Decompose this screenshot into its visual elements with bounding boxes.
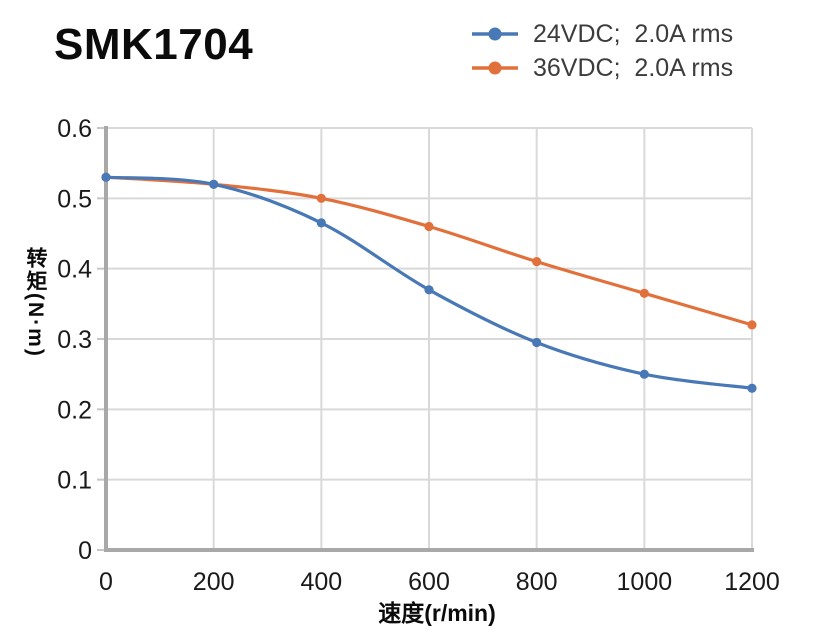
x-tick-label-800: 800 (516, 568, 558, 596)
marker-24vdc-800 (532, 337, 542, 348)
marker-36vdc-1200 (747, 320, 757, 330)
marker-36vdc-800 (532, 257, 542, 267)
marker-24vdc-1200 (747, 383, 757, 393)
x-tick-label-600: 600 (408, 568, 450, 596)
legend-marker-24vdc-icon (472, 27, 518, 41)
y-tick-label-0.3: 0.3 (57, 326, 92, 354)
x-tick-label-400: 400 (300, 568, 342, 596)
legend-item-36vdc: 36VDC; 2.0A rms (471, 51, 733, 85)
y-tick-label-0.1: 0.1 (57, 467, 92, 495)
marker-24vdc-0 (101, 172, 111, 182)
legend-label-36vdc: 36VDC; 2.0A rms (533, 53, 734, 82)
marker-24vdc-1000 (639, 369, 649, 379)
x-tick-label-1200: 1200 (724, 568, 780, 596)
y-tick-label-0.4: 0.4 (57, 256, 92, 284)
y-tick-label-0: 0 (78, 537, 92, 565)
marker-36vdc-600 (424, 221, 434, 232)
legend-marker-36vdc-icon (472, 61, 518, 75)
y-tick-label-0.2: 0.2 (57, 396, 92, 424)
legend-label-24vdc: 24VDC; 2.0A rms (533, 19, 734, 48)
x-tick-label-1000: 1000 (617, 568, 673, 596)
legend-item-24vdc: 24VDC; 2.0A rms (471, 17, 733, 51)
x-tick-label-200: 200 (193, 568, 235, 596)
y-tick-label-0.5: 0.5 (57, 185, 92, 213)
marker-36vdc-400 (316, 193, 326, 203)
marker-24vdc-200 (209, 179, 219, 189)
marker-24vdc-600 (424, 285, 434, 295)
y-axis-title: 转矩(N·m) (24, 247, 47, 358)
y-tick-label-0.6: 0.6 (57, 115, 92, 143)
chart-title: SMK1704 (54, 20, 254, 69)
marker-24vdc-400 (316, 218, 326, 228)
marker-36vdc-1000 (639, 288, 649, 298)
x-tick-label-0: 0 (99, 568, 113, 596)
legend: 24VDC; 2.0A rms 36VDC; 2.0A rms (471, 17, 733, 85)
x-axis-title: 速度(r/min) (378, 600, 496, 626)
